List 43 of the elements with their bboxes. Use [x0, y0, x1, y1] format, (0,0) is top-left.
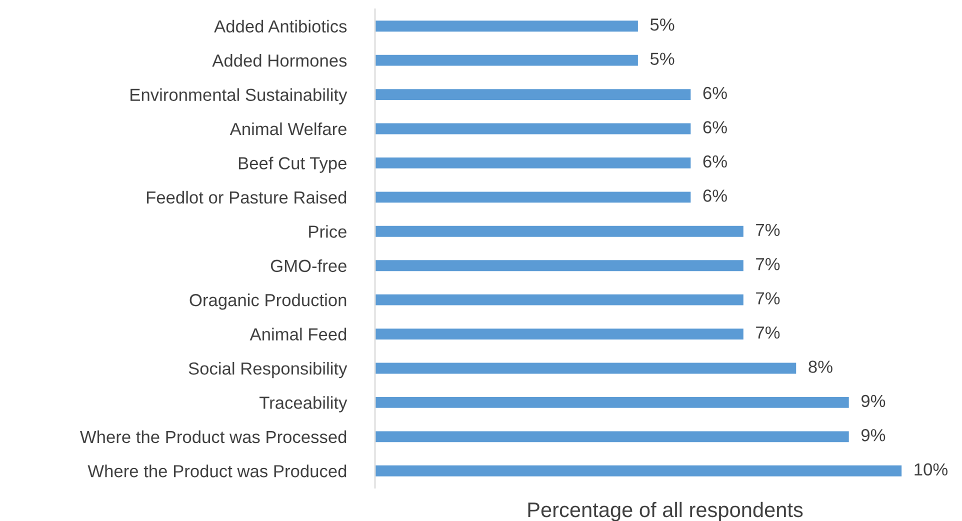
data-label: 10% — [914, 463, 948, 476]
bar — [375, 396, 850, 410]
bar — [375, 327, 745, 341]
bar — [375, 361, 798, 376]
y-tick-label: Where the Product was Processed — [80, 430, 346, 444]
bar — [375, 190, 692, 204]
data-label: 7% — [756, 258, 780, 270]
data-label: 9% — [861, 429, 886, 442]
y-tick-label: Added Antibiotics — [214, 20, 347, 33]
bar — [375, 464, 903, 478]
data-label: 5% — [650, 52, 674, 65]
y-tick-label: Beef Cut Type — [238, 156, 346, 173]
y-tick-label: Oraganic Production — [190, 294, 346, 310]
y-tick-label: GMO-free — [270, 259, 346, 272]
bar — [375, 430, 850, 444]
data-label: 7% — [756, 224, 780, 236]
data-label: 9% — [861, 394, 886, 408]
y-tick-label: Social Responsibility — [188, 362, 348, 378]
data-label: 6% — [703, 155, 727, 168]
y-tick-label: Price — [309, 225, 346, 238]
bar — [375, 224, 745, 238]
y-tick-label: Feedlot or Pasture Raised — [146, 190, 346, 204]
bar — [375, 292, 745, 307]
bar — [375, 19, 640, 33]
bar — [375, 156, 692, 170]
data-label: 5% — [650, 18, 674, 31]
y-tick-label: Traceability — [260, 396, 348, 412]
y-tick-label: Where the Product was Produced — [88, 464, 346, 478]
data-label: 6% — [703, 86, 727, 100]
y-tick-label: Added Hormones — [212, 54, 347, 67]
y-tick-label: Environmental Sustainability — [130, 88, 348, 104]
y-tick-label: Animal Welfare — [230, 122, 346, 136]
x-axis-title: Percentage of all respondents — [528, 502, 803, 521]
data-label: 7% — [756, 326, 780, 339]
data-label: 7% — [756, 292, 780, 304]
bar — [375, 53, 640, 68]
data-label: 6% — [703, 190, 727, 202]
data-label: 8% — [808, 360, 832, 373]
bar — [375, 122, 692, 136]
bar — [375, 258, 745, 272]
bar — [375, 88, 692, 102]
data-label: 6% — [703, 121, 727, 134]
y-tick-label: Animal Feed — [250, 328, 346, 340]
